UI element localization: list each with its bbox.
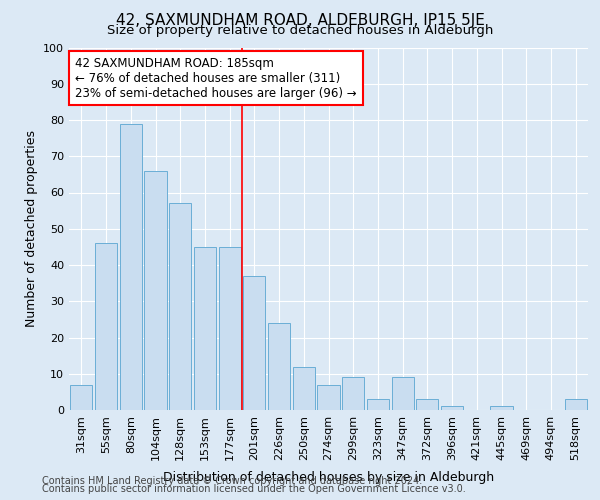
Text: Contains public sector information licensed under the Open Government Licence v3: Contains public sector information licen… [42,484,466,494]
Bar [119,124,142,410]
Bar [169,204,191,410]
Bar [342,378,364,410]
Bar [268,323,290,410]
Bar [243,276,265,410]
Text: 42, SAXMUNDHAM ROAD, ALDEBURGH, IP15 5JE: 42, SAXMUNDHAM ROAD, ALDEBURGH, IP15 5JE [116,12,484,28]
Bar [367,399,389,410]
Bar [441,406,463,410]
Text: Contains HM Land Registry data © Crown copyright and database right 2024.: Contains HM Land Registry data © Crown c… [42,476,422,486]
Bar [70,384,92,410]
Bar [218,247,241,410]
Bar [95,244,117,410]
Bar [490,406,512,410]
Y-axis label: Number of detached properties: Number of detached properties [25,130,38,327]
Bar [565,399,587,410]
Bar [392,378,414,410]
Text: Size of property relative to detached houses in Aldeburgh: Size of property relative to detached ho… [107,24,493,37]
X-axis label: Distribution of detached houses by size in Aldeburgh: Distribution of detached houses by size … [163,471,494,484]
Bar [293,366,315,410]
Bar [317,384,340,410]
Text: 42 SAXMUNDHAM ROAD: 185sqm
← 76% of detached houses are smaller (311)
23% of sem: 42 SAXMUNDHAM ROAD: 185sqm ← 76% of deta… [75,56,357,100]
Bar [416,399,439,410]
Bar [194,247,216,410]
Bar [145,171,167,410]
